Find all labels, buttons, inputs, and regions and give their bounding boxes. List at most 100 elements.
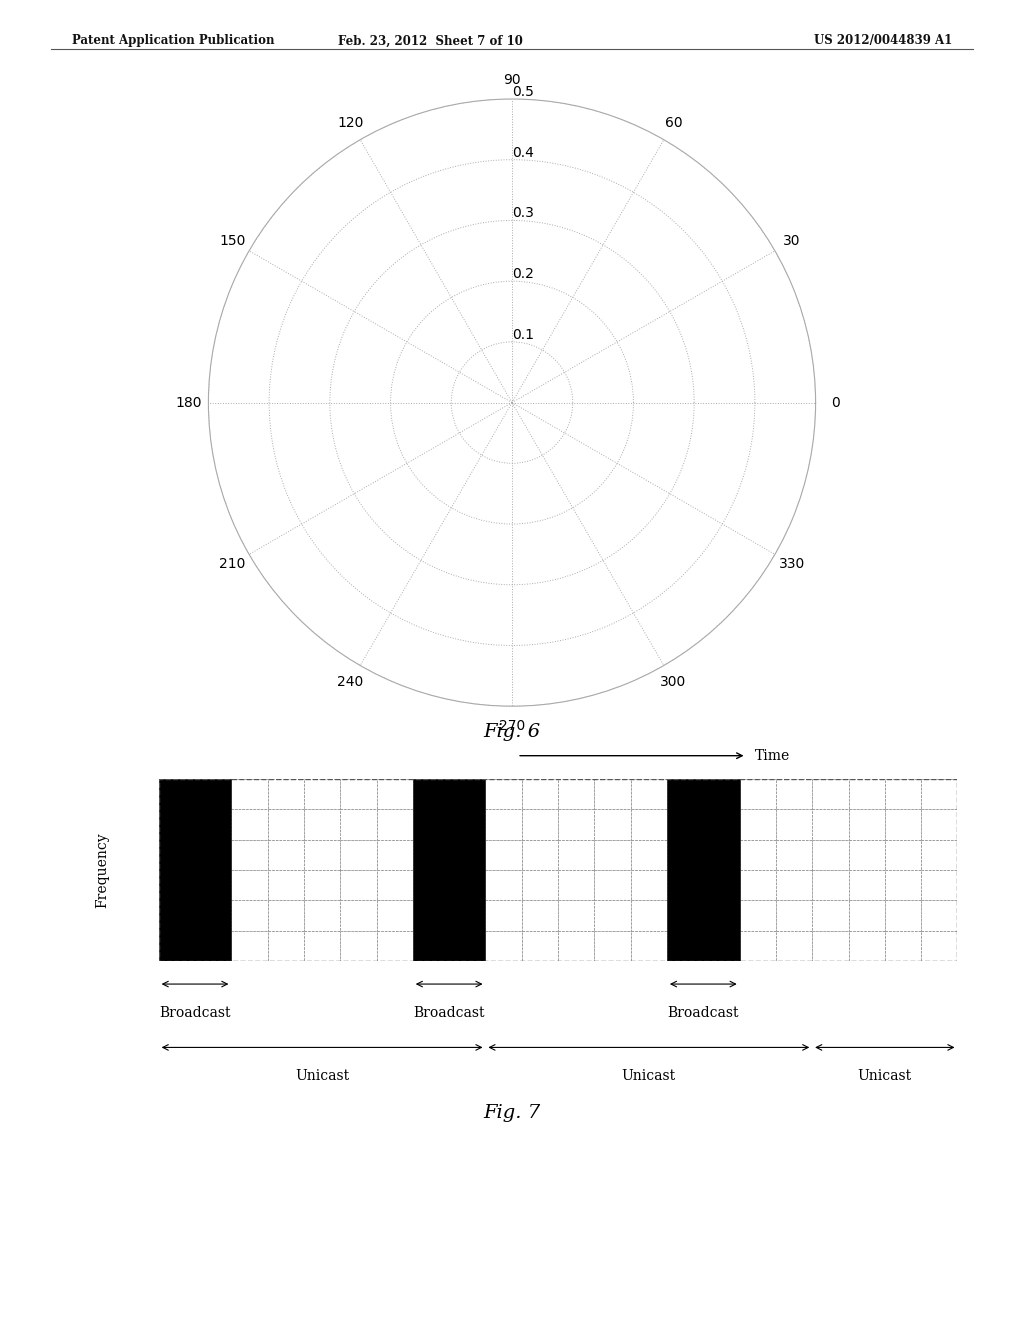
Bar (413, 870, 450, 900)
Bar (812, 809, 849, 840)
Bar (195, 900, 231, 931)
Bar (267, 931, 304, 961)
Bar (885, 779, 922, 809)
Bar (159, 840, 195, 870)
Bar (703, 870, 739, 900)
Bar (231, 779, 267, 809)
Bar (231, 840, 267, 870)
Bar (340, 779, 377, 809)
Bar (340, 900, 377, 931)
Bar (776, 809, 812, 840)
Bar (304, 900, 340, 931)
Bar (667, 900, 703, 931)
Bar (631, 840, 667, 870)
Bar (485, 931, 522, 961)
Bar (340, 931, 377, 961)
Bar (522, 870, 558, 900)
Bar (159, 931, 195, 961)
Bar (304, 779, 340, 809)
Bar (231, 809, 267, 840)
Bar (812, 870, 849, 900)
Bar (667, 931, 703, 961)
Bar (304, 840, 340, 870)
Text: Broadcast: Broadcast (668, 1006, 739, 1020)
Text: Patent Application Publication: Patent Application Publication (72, 34, 274, 48)
Bar (522, 931, 558, 961)
Bar (667, 779, 703, 809)
Text: Unicast: Unicast (295, 1069, 349, 1084)
Bar (558, 809, 594, 840)
Bar (922, 779, 957, 809)
Bar (159, 809, 195, 840)
Bar (485, 870, 522, 900)
Bar (522, 809, 558, 840)
Bar (739, 870, 776, 900)
Bar (413, 840, 450, 870)
Bar (739, 931, 776, 961)
Bar (739, 809, 776, 840)
Bar (377, 809, 413, 840)
Bar (304, 870, 340, 900)
Bar (159, 779, 195, 809)
Bar (195, 870, 231, 900)
Bar (485, 779, 522, 809)
Bar (776, 840, 812, 870)
Bar (594, 809, 631, 840)
Bar (667, 870, 703, 900)
Text: Unicast: Unicast (622, 1069, 676, 1084)
Bar (667, 840, 703, 870)
Bar (922, 840, 957, 870)
Bar (267, 809, 304, 840)
Bar (485, 840, 522, 870)
Bar (631, 870, 667, 900)
Bar (631, 931, 667, 961)
Bar (849, 931, 885, 961)
Bar (159, 779, 231, 961)
Bar (231, 900, 267, 931)
Text: Unicast: Unicast (858, 1069, 912, 1084)
Bar (739, 779, 776, 809)
Bar (340, 840, 377, 870)
Bar (413, 779, 450, 809)
Bar (450, 931, 485, 961)
Bar (812, 779, 849, 809)
Bar (413, 779, 485, 961)
Bar (450, 900, 485, 931)
Bar (849, 870, 885, 900)
Bar (195, 809, 231, 840)
Bar (377, 779, 413, 809)
Bar (450, 809, 485, 840)
Bar (558, 870, 594, 900)
Bar (485, 809, 522, 840)
Bar (267, 900, 304, 931)
Bar (922, 931, 957, 961)
Bar (703, 840, 739, 870)
Bar (631, 900, 667, 931)
Text: Broadcast: Broadcast (414, 1006, 485, 1020)
Bar (450, 779, 485, 809)
Bar (304, 931, 340, 961)
Bar (594, 870, 631, 900)
Bar (885, 840, 922, 870)
Text: Fig. 6: Fig. 6 (483, 723, 541, 742)
Bar (413, 809, 450, 840)
Bar (703, 809, 739, 840)
Bar (558, 900, 594, 931)
Bar (922, 900, 957, 931)
Bar (558, 779, 594, 809)
Bar (667, 809, 703, 840)
Bar (159, 870, 195, 900)
Bar (667, 779, 739, 961)
Bar (340, 870, 377, 900)
Bar (631, 779, 667, 809)
Bar (631, 809, 667, 840)
Bar (231, 870, 267, 900)
Bar (558, 931, 594, 961)
Text: Frequency: Frequency (95, 832, 110, 908)
Text: US 2012/0044839 A1: US 2012/0044839 A1 (814, 34, 952, 48)
Bar (450, 870, 485, 900)
Bar (885, 809, 922, 840)
Bar (195, 931, 231, 961)
Text: Feb. 23, 2012  Sheet 7 of 10: Feb. 23, 2012 Sheet 7 of 10 (338, 34, 522, 48)
Bar (231, 931, 267, 961)
